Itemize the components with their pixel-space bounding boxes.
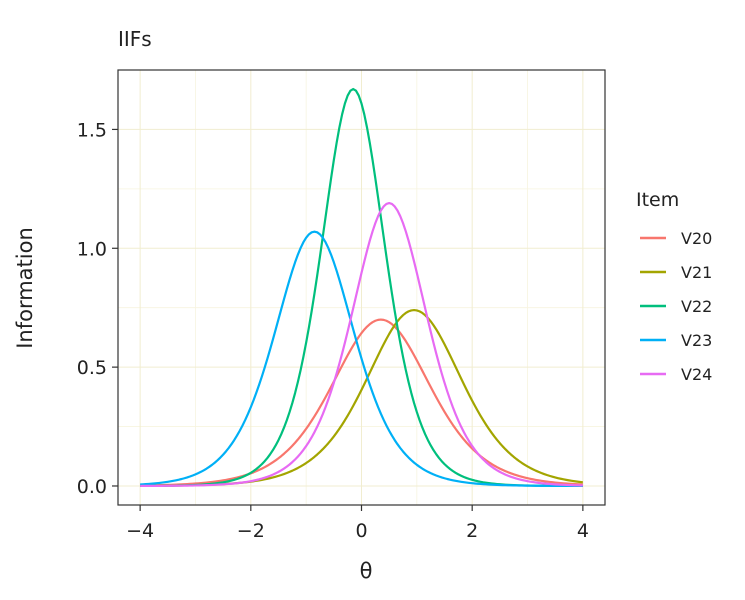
legend-label-v22: V22 [681,297,712,316]
legend-label-v21: V21 [681,263,712,282]
y-axis-title: Information [13,227,37,349]
y-tick-label: 1.0 [77,238,107,260]
x-tick-label: −2 [237,520,265,542]
x-axis: −4 −2 0 2 4 [126,505,589,542]
legend-label-v24: V24 [681,365,712,384]
series-line-v20 [140,318,583,487]
chart-title: IIFs [118,27,152,51]
y-tick-label: 0.0 [77,476,107,498]
y-axis: 0.0 0.5 1.0 1.5 [77,119,118,498]
x-tick-label: 4 [577,520,589,542]
series-line-v24 [140,202,583,488]
y-tick-label: 1.5 [77,119,107,141]
x-axis-title: θ [360,559,373,583]
legend: V20 V21 V22 V23 V24 [640,229,712,384]
x-tick-label: −4 [126,520,154,542]
curves [140,87,583,488]
legend-title: Item [636,189,679,211]
legend-label-v20: V20 [681,229,712,248]
x-tick-label: 0 [355,520,367,542]
series-line-v23 [140,230,583,488]
y-tick-label: 0.5 [77,357,107,379]
legend-label-v23: V23 [681,331,712,350]
grid [118,70,605,505]
x-tick-label: 2 [466,520,478,542]
